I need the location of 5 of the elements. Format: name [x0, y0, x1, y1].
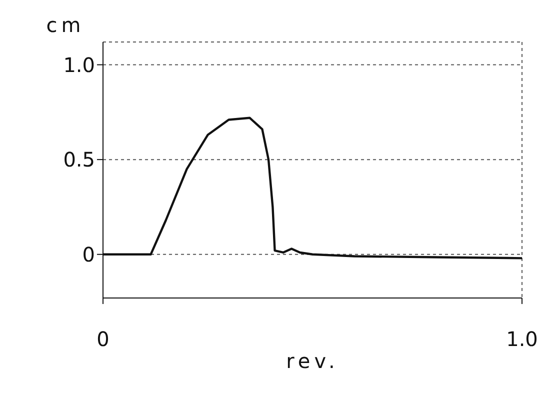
y-tick-label: 1.0	[63, 52, 95, 77]
x-axis-title: rev.	[286, 349, 339, 373]
y-tick-label: 0	[82, 242, 95, 266]
y-axis-title: cm	[46, 13, 85, 37]
y-tick-label: 0.5	[63, 148, 95, 172]
